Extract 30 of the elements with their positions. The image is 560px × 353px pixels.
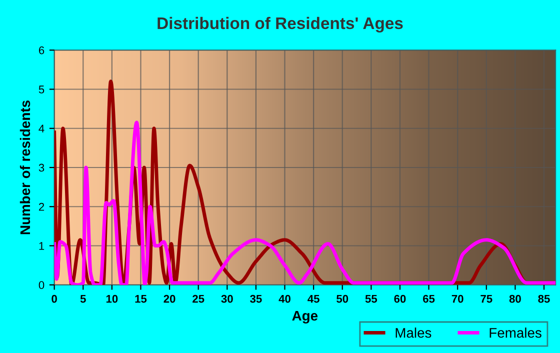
x-tick-label: 70	[452, 294, 464, 303]
x-tick-label: 60	[394, 294, 406, 303]
x-tick-label: 30	[221, 294, 233, 303]
x-tick-label: 45	[308, 295, 320, 303]
x-axis-title: Age	[292, 310, 318, 324]
y-tick-label: 4	[38, 124, 44, 132]
x-tick-label: 25	[192, 294, 204, 303]
x-tick-label: 50	[336, 294, 348, 303]
y-tick-label: 2	[38, 202, 44, 211]
x-tick-label: 85	[538, 294, 550, 303]
legend-label: Females	[490, 328, 542, 338]
x-tick-label: 0	[52, 294, 57, 303]
x-tick-label: 20	[164, 294, 176, 303]
y-tick-label: 0	[38, 281, 44, 290]
legend-label: Males	[396, 328, 432, 338]
y-tick-label: 6	[38, 46, 44, 54]
x-tick-label: 65	[423, 294, 435, 303]
x-tick-label: 5	[80, 295, 86, 303]
x-tick-label: 15	[135, 295, 147, 303]
y-tick-label: 5	[38, 86, 44, 94]
y-tick-label: 1	[39, 242, 44, 250]
x-tick-label: 80	[509, 294, 521, 303]
x-tick-label: 55	[365, 295, 378, 303]
chart-title: Distribution of Residents' Ages	[158, 16, 403, 33]
x-tick-label: 35	[250, 294, 262, 303]
x-tick-label: 10	[106, 294, 118, 303]
x-tick-label: 40	[278, 294, 290, 303]
y-tick-label: 3	[38, 164, 44, 172]
y-axis-title: Number of residents	[20, 100, 30, 234]
x-tick-label: 75	[480, 295, 492, 303]
